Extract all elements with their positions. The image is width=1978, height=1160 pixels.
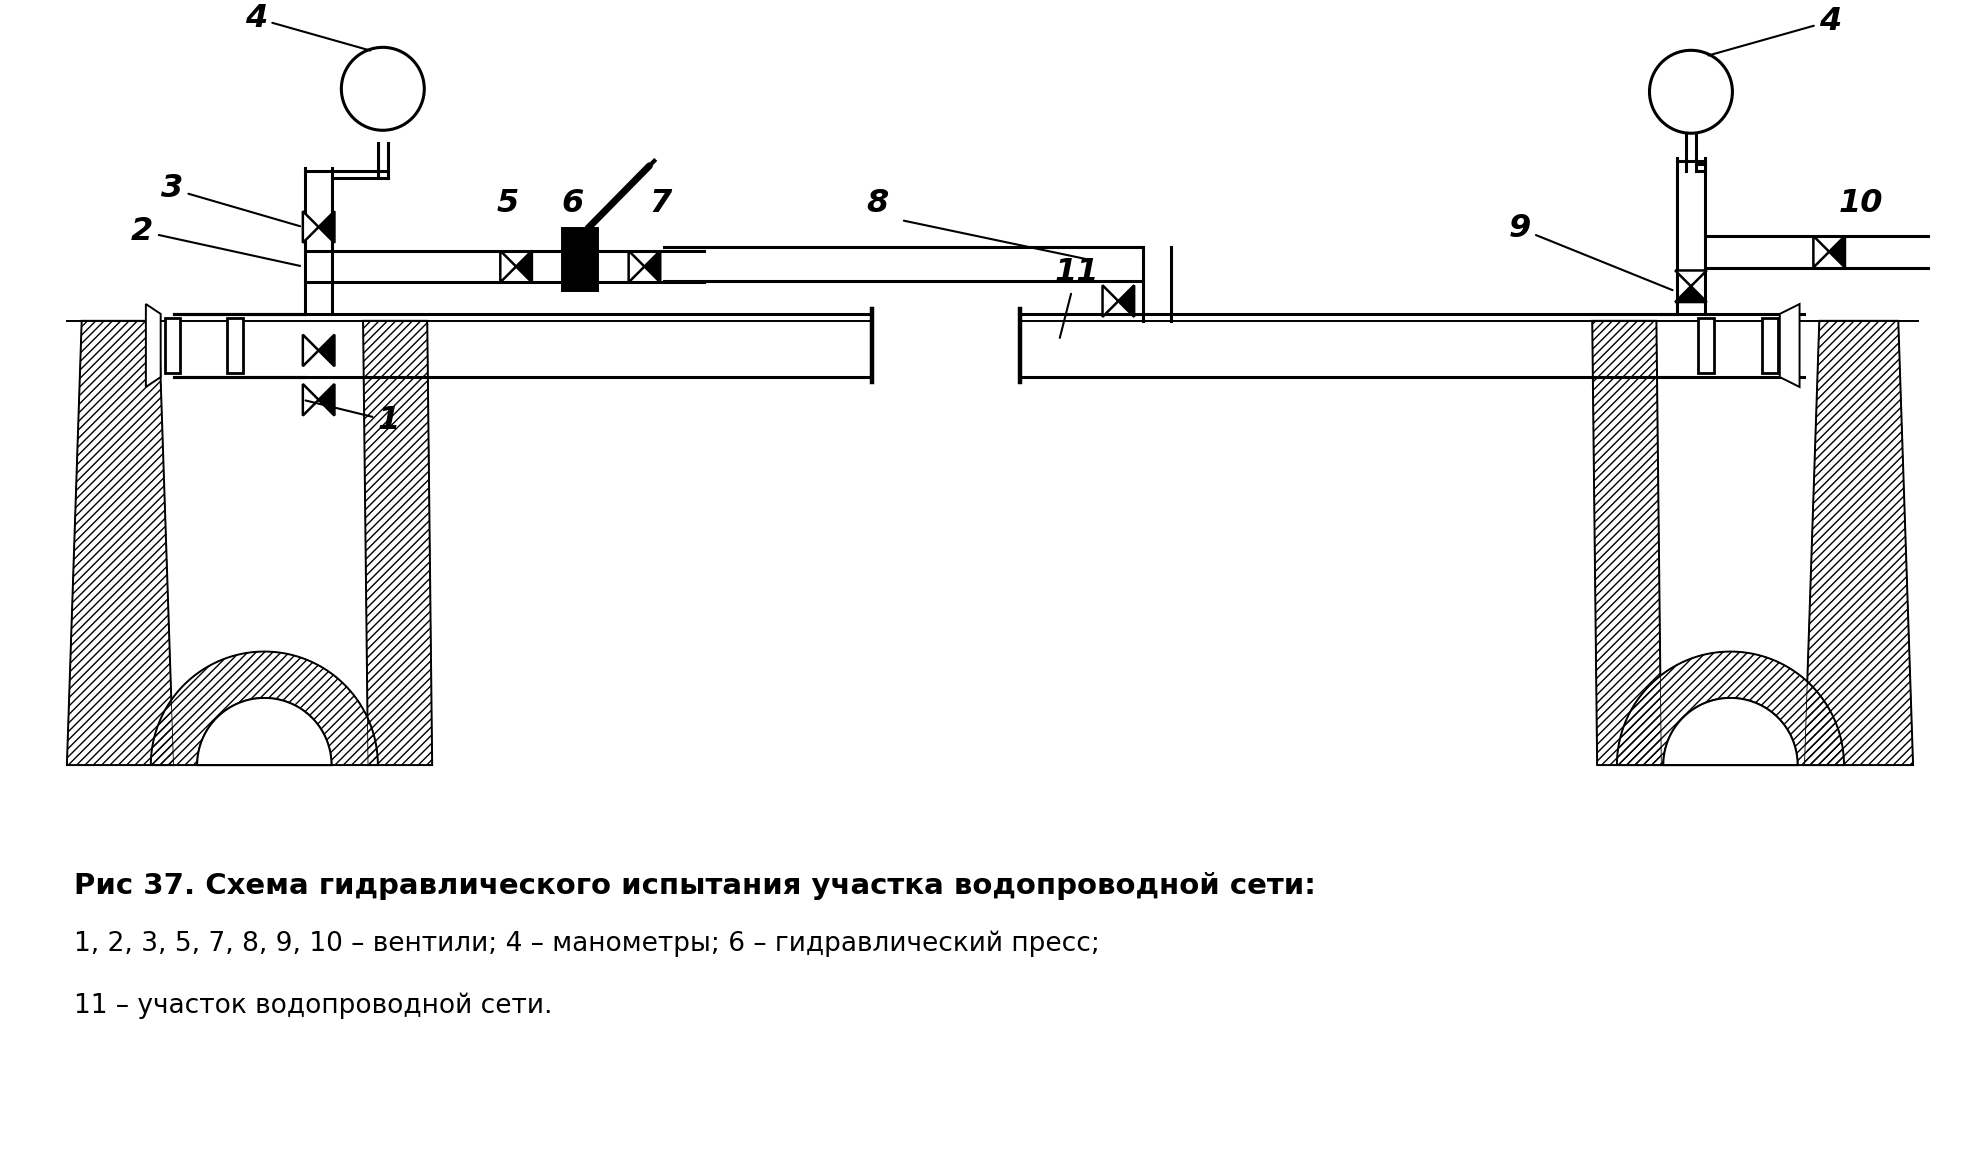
- Text: 8: 8: [866, 188, 888, 219]
- Text: 4: 4: [1709, 6, 1842, 56]
- Polygon shape: [1675, 287, 1707, 302]
- Text: 2: 2: [131, 216, 301, 266]
- Polygon shape: [1675, 270, 1707, 287]
- Bar: [164, 318, 180, 374]
- Bar: [1762, 318, 1778, 374]
- Circle shape: [342, 48, 423, 130]
- Polygon shape: [1118, 285, 1133, 317]
- Polygon shape: [516, 251, 532, 282]
- Polygon shape: [150, 652, 378, 766]
- Polygon shape: [629, 251, 645, 282]
- Text: 11 – участок водопроводной сети.: 11 – участок водопроводной сети.: [73, 992, 552, 1018]
- Bar: [1697, 318, 1713, 374]
- Circle shape: [1650, 50, 1733, 133]
- Text: 10: 10: [1840, 188, 1883, 219]
- Bar: [562, 229, 597, 291]
- Text: 11: 11: [1054, 258, 1098, 338]
- Polygon shape: [303, 384, 318, 415]
- Polygon shape: [1616, 652, 1843, 766]
- Polygon shape: [1804, 321, 1913, 766]
- Polygon shape: [318, 334, 334, 367]
- Text: 4: 4: [245, 2, 370, 51]
- Polygon shape: [318, 211, 334, 242]
- Polygon shape: [364, 321, 431, 766]
- Polygon shape: [303, 211, 318, 242]
- Polygon shape: [1102, 285, 1118, 317]
- Polygon shape: [1780, 304, 1800, 387]
- Text: 9: 9: [1509, 213, 1673, 290]
- Bar: [227, 318, 243, 374]
- Text: 1, 2, 3, 5, 7, 8, 9, 10 – вентили; 4 – манометры; 6 – гидравлический пресс;: 1, 2, 3, 5, 7, 8, 9, 10 – вентили; 4 – м…: [73, 931, 1100, 957]
- Polygon shape: [1814, 235, 1830, 268]
- Text: 5: 5: [496, 188, 518, 219]
- Text: 6: 6: [562, 188, 584, 219]
- Text: 1: 1: [305, 400, 400, 436]
- Polygon shape: [500, 251, 516, 282]
- Polygon shape: [67, 321, 174, 766]
- Polygon shape: [303, 334, 318, 367]
- Polygon shape: [645, 251, 661, 282]
- Polygon shape: [318, 384, 334, 415]
- Polygon shape: [1663, 698, 1798, 766]
- Text: 7: 7: [649, 188, 673, 219]
- Polygon shape: [1592, 321, 1662, 766]
- Polygon shape: [146, 304, 160, 387]
- Text: 3: 3: [160, 173, 301, 226]
- Text: Рис 37. Схема гидравлического испытания участка водопроводной сети:: Рис 37. Схема гидравлического испытания …: [73, 871, 1315, 900]
- Polygon shape: [198, 698, 332, 766]
- Polygon shape: [1830, 235, 1845, 268]
